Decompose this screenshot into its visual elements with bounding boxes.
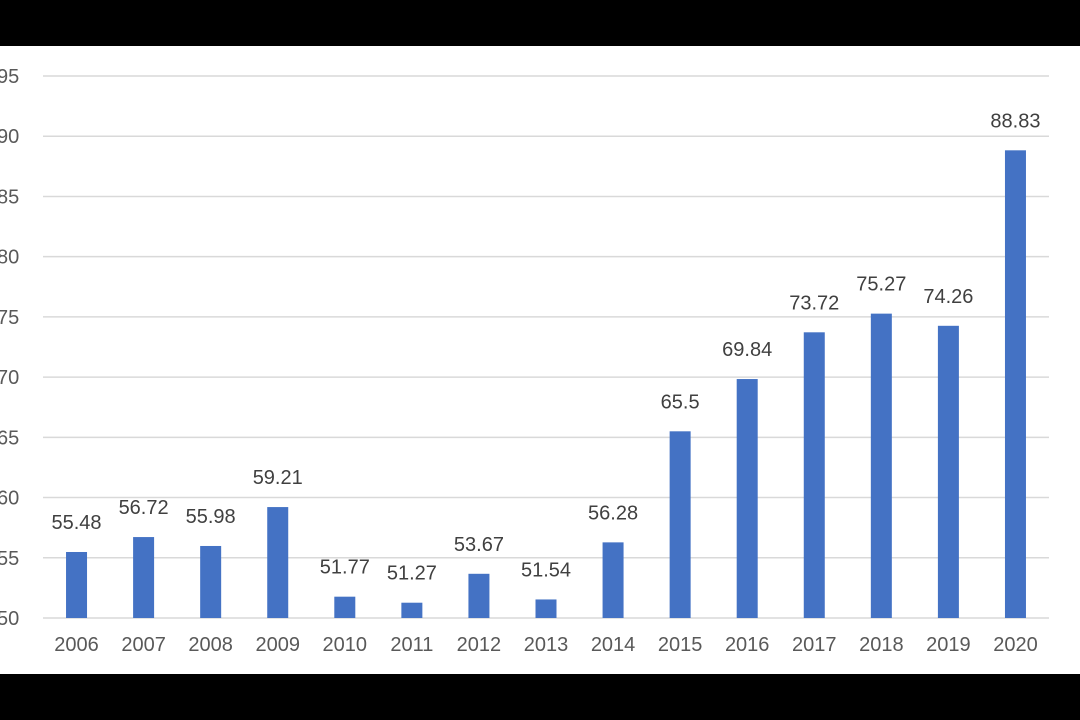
bar-2019 <box>937 325 959 618</box>
bar-2013 <box>535 599 557 618</box>
data-label: 56.28 <box>588 502 638 524</box>
x-tick-label: 2017 <box>792 634 837 656</box>
x-tick-label: 2018 <box>859 634 904 656</box>
x-axis-ticks: 2006 2007 2008 2009 2010 2011 2012 2013 2014 2015… <box>54 634 1037 656</box>
x-tick-label: 2006 <box>54 634 99 656</box>
y-tick-label: 85 <box>0 186 19 208</box>
y-tick-label: 65 <box>0 427 19 449</box>
x-tick-label: 2007 <box>121 634 166 656</box>
bar-2011 <box>401 602 423 618</box>
data-label: 56.72 <box>119 497 169 519</box>
data-label: 65.5 <box>661 391 700 413</box>
x-tick-label: 2010 <box>323 634 368 656</box>
bar-2015 <box>669 431 691 618</box>
data-label: 51.77 <box>320 557 370 579</box>
bar-2014 <box>602 542 624 618</box>
x-tick-label: 2019 <box>926 634 971 656</box>
data-label: 69.84 <box>722 339 772 361</box>
data-label: 74.26 <box>923 286 973 308</box>
data-label: 88.83 <box>990 110 1040 132</box>
y-tick-label: 60 <box>0 488 19 510</box>
x-tick-label: 2012 <box>457 634 502 656</box>
y-tick-label: 70 <box>0 367 19 389</box>
y-tick-label: 50 <box>0 608 19 630</box>
bar-2009 <box>267 507 289 618</box>
data-label: 51.54 <box>521 559 571 581</box>
x-tick-label: 2020 <box>993 634 1038 656</box>
bar-2008 <box>200 545 222 618</box>
data-label: 55.98 <box>186 506 236 528</box>
data-labels: 55.48 56.72 55.98 59.21 51.77 51.27 53.67 51.54… <box>52 110 1041 584</box>
y-axis-ticks: 50 55 60 65 70 75 80 85 90 95 <box>0 66 19 630</box>
data-label: 59.21 <box>253 467 303 489</box>
x-tick-label: 2009 <box>255 634 300 656</box>
bar-2012 <box>468 573 490 618</box>
data-label: 51.27 <box>387 563 437 585</box>
x-tick-label: 2008 <box>188 634 233 656</box>
y-tick-label: 95 <box>0 66 19 88</box>
y-tick-label: 90 <box>0 126 19 148</box>
bar-2017 <box>803 332 825 618</box>
bar-chart: 50 55 60 65 70 75 80 85 90 95 55.48 56.72 55.98 59.2… <box>0 66 1049 656</box>
x-tick-label: 2013 <box>524 634 569 656</box>
data-label: 75.27 <box>856 274 906 296</box>
bar-2010 <box>334 596 356 618</box>
y-tick-label: 80 <box>0 247 19 269</box>
x-tick-label: 2011 <box>390 634 433 656</box>
x-tick-label: 2014 <box>591 634 636 656</box>
bar-2007 <box>133 537 155 618</box>
chart-frame: 50 55 60 65 70 75 80 85 90 95 55.48 56.72 55.98 59.2… <box>0 46 1080 674</box>
data-label: 73.72 <box>789 292 839 314</box>
x-tick-label: 2016 <box>725 634 770 656</box>
bars <box>66 150 1026 619</box>
gridlines <box>43 75 1049 619</box>
data-label: 55.48 <box>52 512 102 534</box>
bar-2006 <box>66 551 88 618</box>
bar-2016 <box>736 379 758 618</box>
bar-2018 <box>870 313 892 618</box>
bar-2020 <box>1004 150 1026 619</box>
data-label: 53.67 <box>454 534 504 556</box>
x-tick-label: 2015 <box>658 634 703 656</box>
y-tick-label: 55 <box>0 548 19 570</box>
y-tick-label: 75 <box>0 307 19 329</box>
